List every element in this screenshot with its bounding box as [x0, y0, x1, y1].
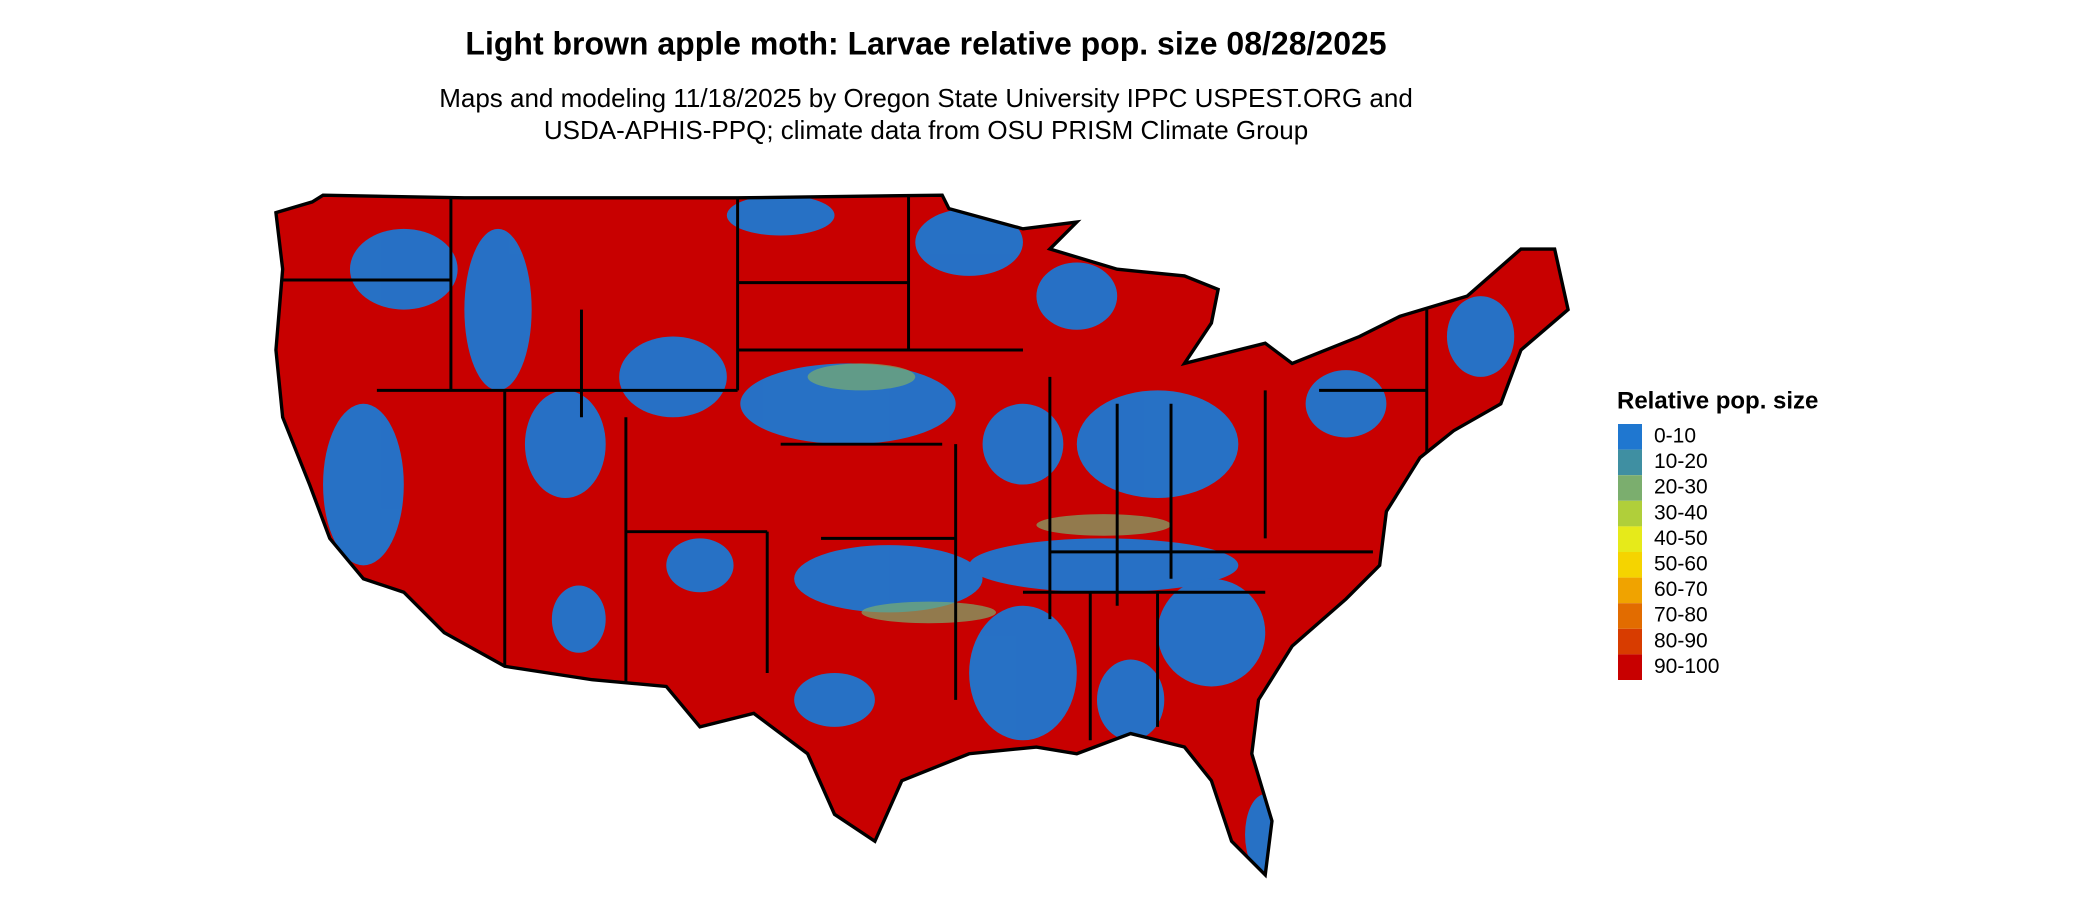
legend-label: 70-80: [1654, 604, 1708, 627]
legend-title: Relative pop. size: [1617, 387, 1818, 414]
legend-label: 80-90: [1654, 629, 1708, 652]
legend-label: 30-40: [1654, 501, 1708, 524]
legend-swatch: [1618, 552, 1642, 578]
map-raster: [275, 195, 1569, 875]
map: [274, 193, 1570, 877]
legend-label: 50-60: [1654, 553, 1708, 576]
legend-label: 60-70: [1654, 578, 1708, 601]
legend-swatch: [1618, 424, 1642, 450]
legend-label: 90-100: [1654, 655, 1719, 678]
legend-swatch: [1618, 475, 1642, 501]
legend-swatch: [1618, 603, 1642, 629]
legend-label: 10-20: [1654, 450, 1708, 473]
legend-swatch: [1618, 500, 1642, 527]
legend-label: 0-10: [1654, 425, 1696, 448]
legend-swatch: [1618, 628, 1642, 655]
legend-swatch: [1618, 654, 1642, 680]
title: Light brown apple moth: Larvae relative …: [465, 25, 1386, 61]
state-borders: [282, 195, 1429, 741]
legend-label: 40-50: [1654, 527, 1708, 550]
legend-label: 20-30: [1654, 476, 1708, 499]
subtitle: USDA-APHIS-PPQ; climate data from OSU PR…: [544, 115, 1308, 145]
subtitle: Maps and modeling 11/18/2025 by Oregon S…: [439, 83, 1413, 113]
legend-swatch: [1618, 526, 1642, 552]
legend-swatch: [1618, 449, 1642, 476]
legend-swatch: [1618, 577, 1642, 604]
